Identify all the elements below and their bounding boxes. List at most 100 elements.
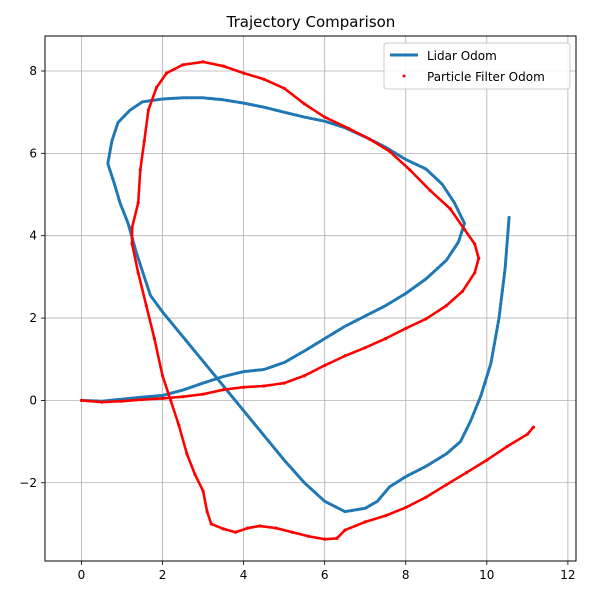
y-tick-label: 8 [29, 64, 37, 78]
series-particle-filter-odom-point [258, 524, 262, 528]
series-particle-filter-odom-point [367, 137, 371, 141]
series-particle-filter-odom-point [246, 526, 250, 530]
series-particle-filter-odom-point [201, 489, 205, 493]
series-particle-filter-odom-point [424, 317, 428, 321]
series-particle-filter-odom-point [306, 534, 311, 538]
axis-ticks: 0 2 4 6 8 10 12 −2 0 2 4 6 8 [19, 64, 575, 582]
series-particle-filter-odom-point [221, 527, 225, 531]
series-particle-filter-odom-point [473, 271, 477, 275]
series-particle-filter-odom-point [404, 505, 408, 510]
series-particle-filter-odom-point [130, 242, 134, 246]
series-lidar-odom-line [80, 96, 511, 514]
series-particle-filter-odom-point [525, 432, 530, 436]
x-tick-label: 0 [78, 568, 86, 582]
x-tick-label: 4 [240, 568, 248, 582]
series-particle-filter-odom-point [130, 225, 134, 230]
plot-series [79, 60, 536, 541]
series-particle-filter-odom-point [201, 392, 205, 396]
series-particle-filter-odom-point [165, 71, 169, 75]
series-particle-filter-odom-point [160, 374, 165, 378]
legend-particle-label: Particle Filter Odom [427, 70, 545, 84]
series-particle-filter-odom-point [347, 127, 351, 131]
series-particle-filter-odom-point [282, 381, 286, 385]
series-particle-filter-odom-point [201, 60, 205, 64]
series-particle-filter-odom-point [233, 530, 238, 534]
series-particle-filter-odom-point [473, 242, 477, 246]
series-particle-filter-odom-point [136, 271, 140, 275]
y-tick-label: 6 [29, 146, 37, 160]
legend-lidar-label: Lidar Odom [427, 49, 497, 63]
series-particle-filter-odom-point [387, 149, 392, 153]
series-particle-filter-odom-point [290, 530, 294, 534]
series-particle-filter-odom-point [424, 495, 428, 499]
series-particle-filter-odom-point [120, 399, 124, 403]
x-tick-label: 12 [560, 568, 575, 582]
series-particle-filter-odom-point [209, 522, 213, 526]
y-tick-label: 2 [29, 311, 37, 325]
series-particle-filter-odom-point [274, 526, 278, 530]
y-tick-label: 0 [29, 393, 37, 407]
series-particle-filter-odom-point [79, 398, 84, 402]
series-particle-filter-odom-point [146, 108, 150, 112]
series-particle-filter-odom-point [363, 520, 367, 524]
series-particle-filter-odom-point [323, 363, 327, 367]
series-particle-filter-odom-point [485, 458, 489, 462]
series-particle-filter-odom-point [205, 510, 209, 514]
series-particle-filter-odom-point [363, 346, 367, 350]
series-particle-filter-odom-point [152, 337, 156, 341]
series-particle-filter-odom-point [154, 85, 159, 90]
series-particle-filter-odom-point [335, 536, 339, 541]
series-particle-filter-odom-point [138, 168, 142, 172]
series-particle-filter-odom-point [221, 388, 225, 392]
series-particle-filter-odom-point [462, 227, 467, 232]
x-tick-label: 8 [402, 568, 410, 582]
series-particle-filter-odom-point [444, 304, 448, 308]
y-tick-label: −2 [19, 476, 37, 490]
series-particle-filter-odom-point [282, 86, 286, 90]
series-particle-filter-odom-point [142, 139, 146, 143]
x-tick-label: 2 [159, 568, 167, 582]
x-tick-label: 10 [479, 568, 494, 582]
series-particle-filter-odom-point [302, 374, 306, 378]
series-particle-filter-odom-point [185, 452, 189, 456]
series-particle-filter-odom-point [323, 537, 327, 541]
series-particle-filter-odom-point [343, 528, 347, 532]
series-particle-filter-odom-point [444, 483, 448, 487]
series-particle-filter-odom-point [323, 115, 327, 119]
series-particle-filter-odom-point [221, 64, 225, 68]
plot-frame [44, 35, 577, 562]
series-particle-filter-odom-point [262, 77, 266, 81]
x-tick-label: 6 [321, 568, 329, 582]
series-particle-filter-odom-point [242, 71, 246, 75]
series-particle-filter-odom-point [181, 63, 185, 67]
series-particle-filter-odom-point [408, 168, 412, 172]
chart-title: Trajectory Comparison [226, 13, 396, 31]
series-particle-filter-odom-point [531, 425, 536, 429]
series-particle-filter-odom-point [302, 102, 306, 106]
series-particle-filter-odom-point [465, 470, 469, 475]
legend-box [383, 42, 571, 90]
series-particle-filter-odom-point [428, 188, 432, 192]
series-particle-filter-odom-point [140, 398, 144, 402]
series-particle-filter-odom-point [177, 423, 181, 427]
series-particle-filter-odom-point [144, 304, 148, 308]
series-particle-filter-odom-point [343, 354, 347, 358]
y-tick-label: 4 [29, 229, 37, 243]
series-particle-filter-odom-point [181, 395, 185, 399]
series-particle-filter-odom-point [448, 207, 452, 211]
series-particle-filter-odom-point [262, 384, 266, 388]
series-particle-filter-odom-point [169, 398, 173, 402]
series-particle-filter-odom-point [505, 444, 509, 449]
legend-particle-marker [402, 74, 406, 78]
series-particle-filter-odom-point [383, 514, 388, 518]
series-particle-filter-odom-point [383, 337, 388, 341]
series-particle-filter-odom-point [477, 256, 481, 260]
series-particle-filter-odom-point [136, 201, 140, 205]
series-particle-filter-odom-point [193, 472, 197, 477]
series-particle-filter-odom-point [100, 400, 104, 404]
series-particle-filter-odom-point [460, 289, 465, 293]
legend: Lidar Odom Particle Filter Odom [383, 42, 571, 90]
series-particle-filter-odom-point [242, 385, 246, 389]
